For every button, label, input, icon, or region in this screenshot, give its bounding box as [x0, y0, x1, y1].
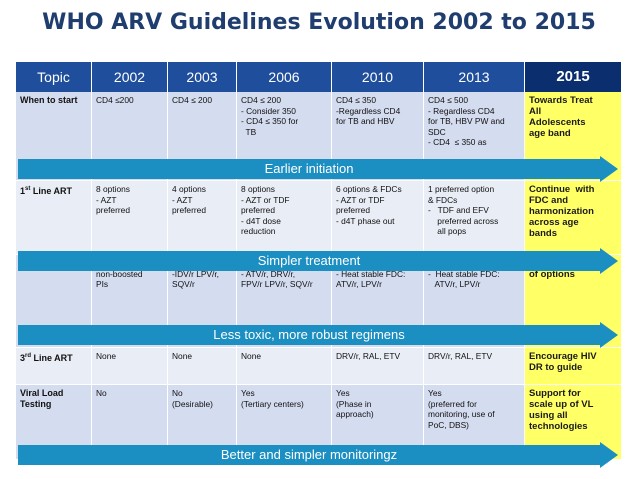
- arrow-label: Less toxic, more robust regimens: [213, 327, 405, 342]
- arrow-label: Better and simpler monitoringz: [220, 447, 398, 462]
- header-2013: 2013: [424, 62, 525, 92]
- arrow-body: [18, 445, 600, 465]
- table-cell: None: [237, 348, 332, 385]
- table-cell: DRV/r, RAL, ETV: [424, 348, 525, 385]
- table-cell: 8 options - AZT or TDF preferred - d4T dose…: [237, 181, 332, 255]
- arrow-body: [18, 325, 600, 345]
- table-cell: 6 options & FDCs - AZT or TDF preferred - d…: [332, 181, 424, 255]
- arrow-head-icon: [600, 156, 618, 182]
- row-first-line-art: 1st Line ART 8 options - AZT preferred 4 opt…: [16, 181, 622, 255]
- arrow-better-monitoring: Better and simpler monitoringz: [18, 442, 618, 468]
- arrow-head-icon: [600, 248, 618, 274]
- table-cell: DRV/r, RAL, ETV: [332, 348, 424, 385]
- header-2006: 2006: [237, 62, 332, 92]
- row-third-line-art: 3rd Line ART None None None DRV/r, RAL, ETV D…: [16, 348, 622, 385]
- table-cell: Continue with FDC and harmonization across …: [525, 181, 622, 255]
- table-cell: None: [92, 348, 168, 385]
- arrow-body: [18, 159, 600, 179]
- arrow-body: [18, 251, 600, 271]
- table-header: Topic 2002 2003 2006 2010 2013 2015: [16, 62, 622, 92]
- arrow-earlier-initiation: Earlier initiation: [18, 156, 618, 182]
- table-cell: 8 options - AZT preferred: [92, 181, 168, 255]
- arrow-head-icon: [600, 442, 618, 468]
- header-2010: 2010: [332, 62, 424, 92]
- topic-cell: 3rd Line ART: [16, 348, 92, 385]
- page-title: WHO ARV Guidelines Evolution 2002 to 201…: [42, 10, 596, 35]
- header-2015: 2015: [525, 62, 622, 92]
- header-topic: Topic: [16, 62, 92, 92]
- table-cell: 4 options - AZT preferred: [168, 181, 237, 255]
- topic-cell: 1st Line ART: [16, 181, 92, 255]
- arrow-head-icon: [600, 322, 618, 348]
- arrow-label: Earlier initiation: [264, 161, 354, 176]
- header-2003: 2003: [168, 62, 237, 92]
- header-2002: 2002: [92, 62, 168, 92]
- table-cell: 1 preferred option & FDCs - TDF and EFV pr…: [424, 181, 525, 255]
- table-cell: Encourage HIV DR to guide: [525, 348, 622, 385]
- arrow-less-toxic: Less toxic, more robust regimens: [18, 322, 618, 348]
- table-cell: None: [168, 348, 237, 385]
- arrow-simpler-treatment: Simpler treatment: [18, 248, 618, 274]
- arrow-label: Simpler treatment: [257, 253, 361, 268]
